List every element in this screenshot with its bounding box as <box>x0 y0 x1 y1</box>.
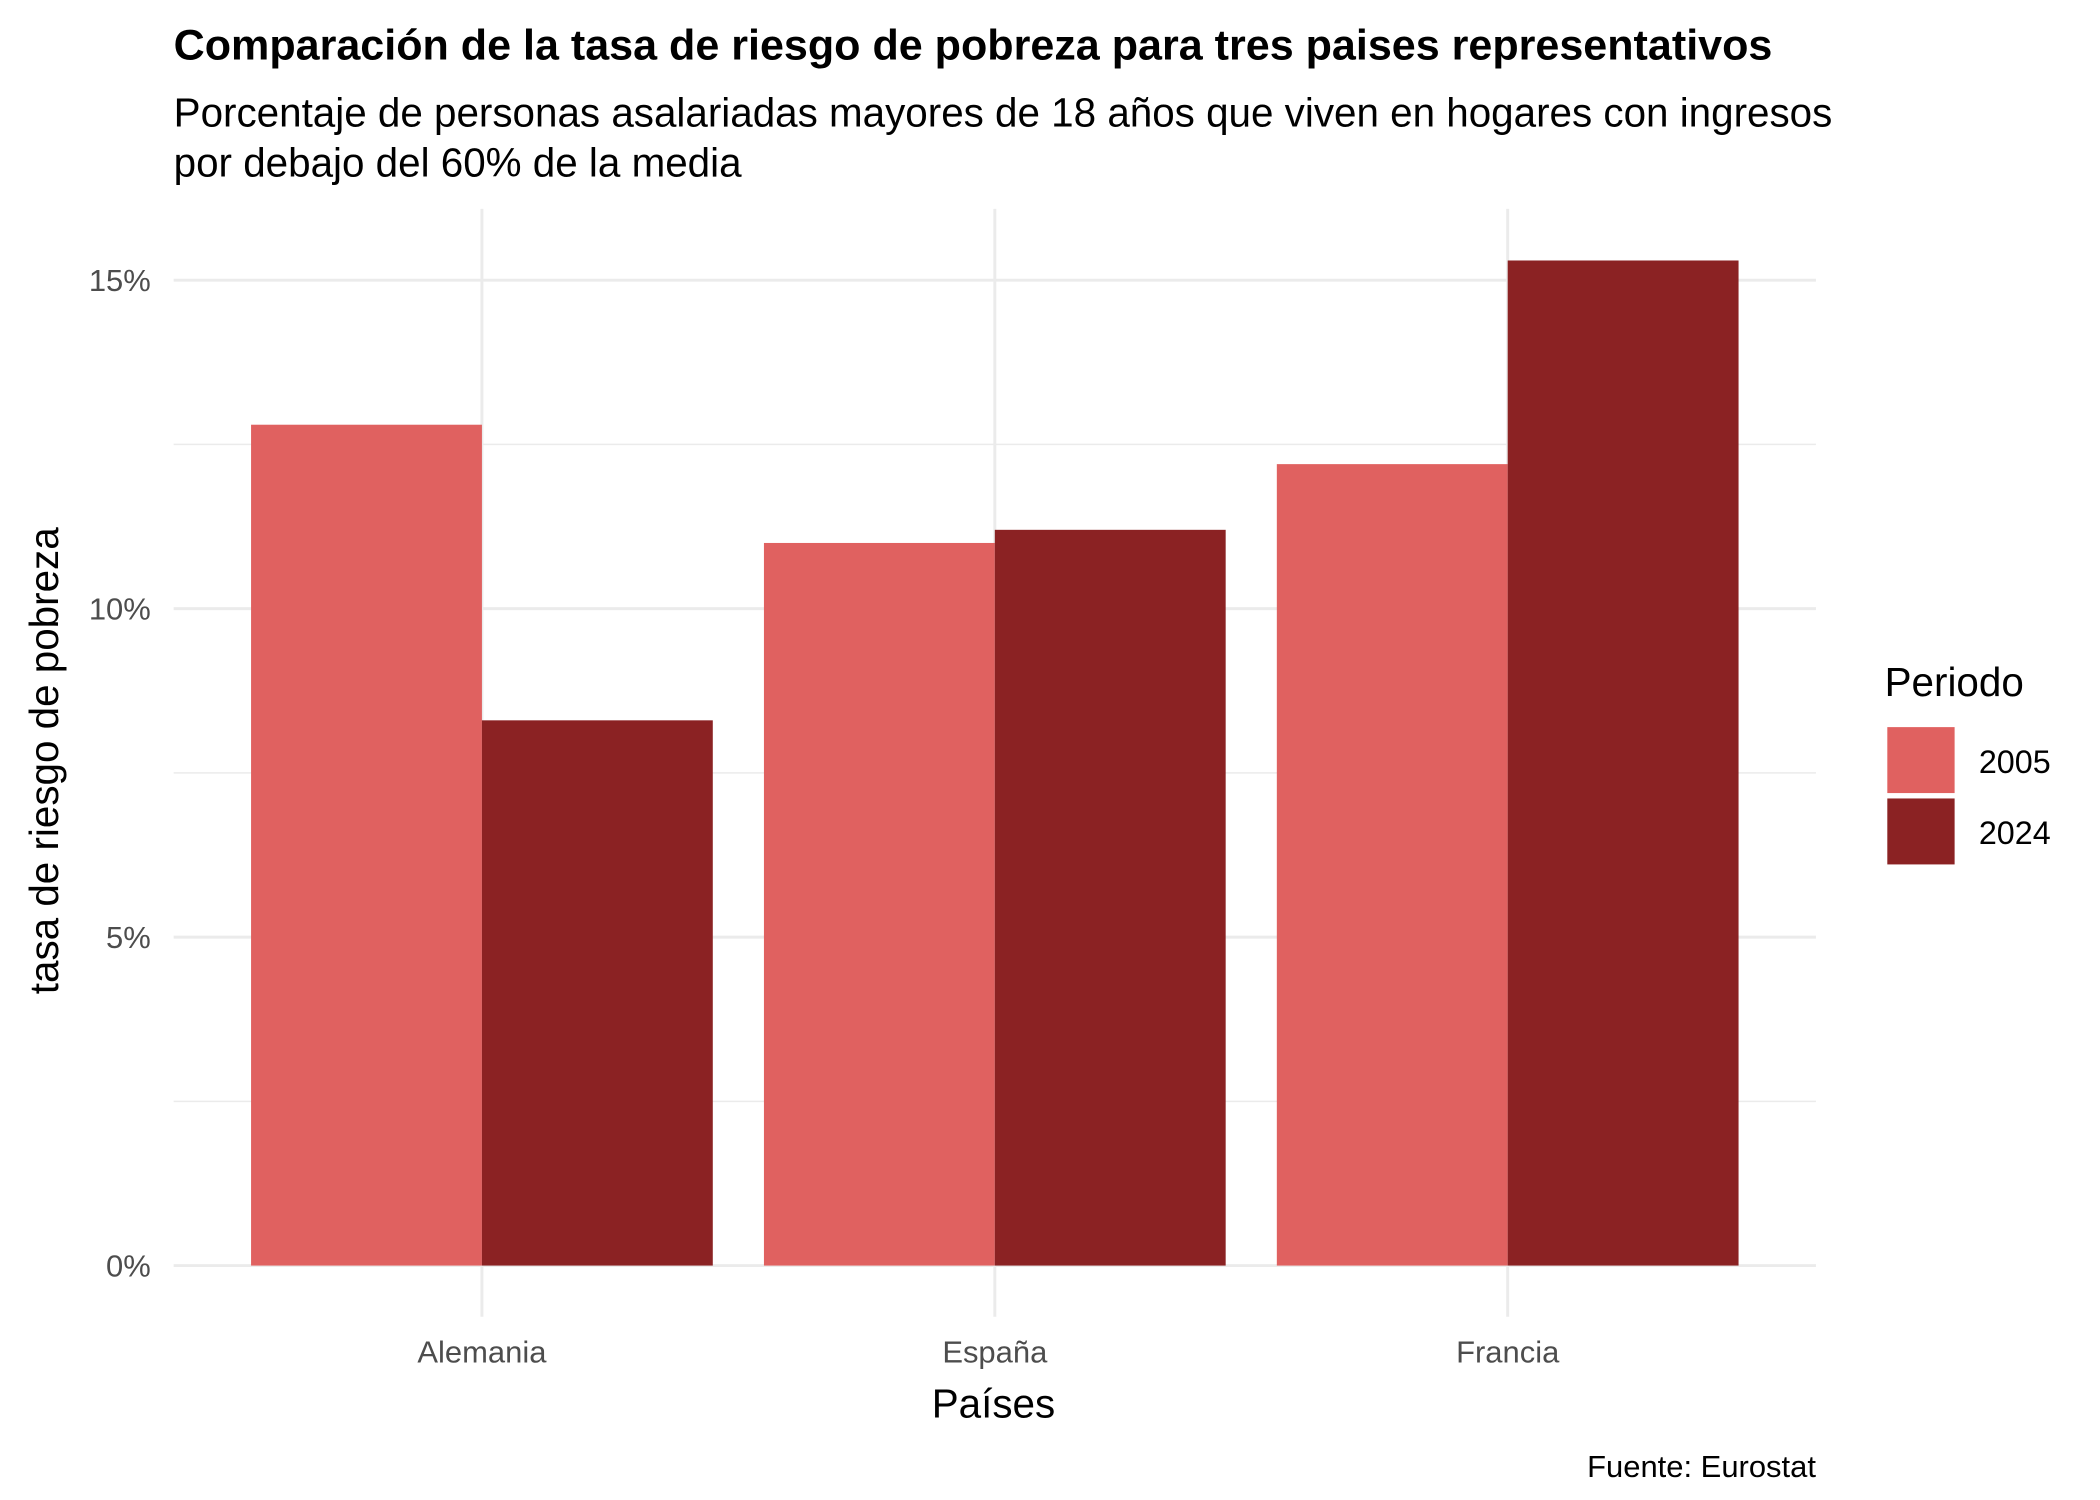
y-axis-ticks: 0% 5% 10% 15% <box>89 263 151 1283</box>
y-tick-label: 10% <box>89 591 151 626</box>
bars <box>251 260 1739 1266</box>
bar-francia-2005 <box>1276 464 1508 1266</box>
legend-label: 2024 <box>1979 815 2051 851</box>
x-tick-label: Alemania <box>417 1335 547 1370</box>
legend-swatch-2024 <box>1887 798 1955 865</box>
y-axis-title: tasa de riesgo de pobreza <box>21 527 67 994</box>
bar-alemania-2005 <box>251 424 482 1266</box>
chart-caption: Fuente: Eurostat <box>1587 1449 1816 1484</box>
legend-swatch-2005 <box>1887 727 1955 794</box>
chart-subtitle-line-1: Porcentaje de personas asalariadas mayor… <box>174 90 1833 136</box>
y-tick-label: 5% <box>106 920 151 955</box>
chart-subtitle-line-2: por debajo del 60% de la media <box>174 140 742 186</box>
bar-alemania-2024 <box>481 720 713 1266</box>
legend-label: 2005 <box>1979 744 2051 780</box>
x-axis-title: Países <box>932 1381 1055 1427</box>
legend-title: Periodo <box>1885 659 2024 705</box>
y-tick-label: 15% <box>89 263 151 298</box>
bar-francia-2024 <box>1507 260 1739 1266</box>
x-axis-ticks: Alemania España Francia <box>417 1335 1560 1370</box>
x-tick-label: Francia <box>1456 1335 1560 1370</box>
y-tick-label: 0% <box>106 1248 151 1283</box>
legend: Periodo 2005 2024 <box>1885 659 2051 865</box>
bar-españa-2024 <box>994 529 1226 1266</box>
x-tick-label: España <box>942 1335 1048 1370</box>
bar-españa-2005 <box>763 542 995 1266</box>
chart-title: Comparación de la tasa de riesgo de pobr… <box>174 21 1773 69</box>
